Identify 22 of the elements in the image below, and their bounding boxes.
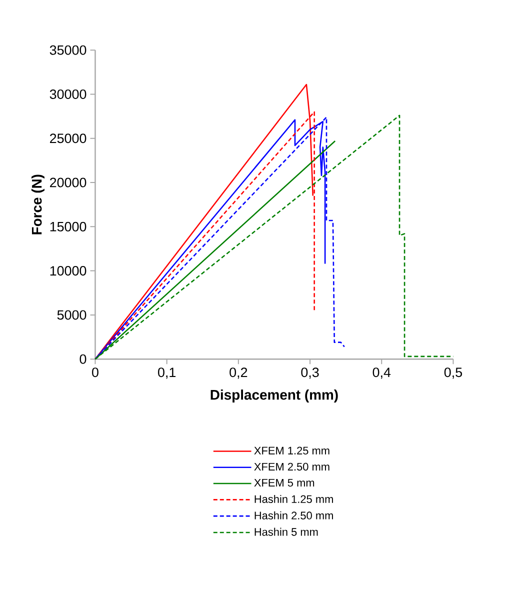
legend-label: XFEM 1.25 mm xyxy=(254,446,330,454)
y-tick-label: 10000 xyxy=(50,266,86,276)
y-axis-title: Force (N) xyxy=(31,174,44,234)
y-tick-label: 5000 xyxy=(57,310,86,320)
legend-label: XFEM 5 mm xyxy=(254,478,314,487)
x-tick-label: 0,1 xyxy=(158,368,176,379)
legend-label: Hashin 5 mm xyxy=(254,528,318,536)
legend-label: Hashin 2.50 mm xyxy=(254,511,333,520)
x-tick-label: 0,5 xyxy=(444,368,462,379)
legend-label: XFEM 2.50 mm xyxy=(254,462,330,471)
y-tick-label: 30000 xyxy=(50,89,86,99)
legend-label: Hashin 1.25 mm xyxy=(254,494,333,504)
x-tick-label: 0,3 xyxy=(301,368,319,379)
x-axis-title: Displacement (mm) xyxy=(210,390,338,403)
x-tick-label: 0,2 xyxy=(230,368,248,379)
x-tick-label: 0,4 xyxy=(372,368,391,379)
y-tick-label: 35000 xyxy=(50,45,86,55)
x-tick-label: 0 xyxy=(92,368,98,378)
y-tick-label: 25000 xyxy=(50,134,86,144)
y-tick-label: 15000 xyxy=(50,222,86,232)
y-tick-label: 20000 xyxy=(50,178,86,188)
y-tick-label: 0 xyxy=(80,354,86,364)
